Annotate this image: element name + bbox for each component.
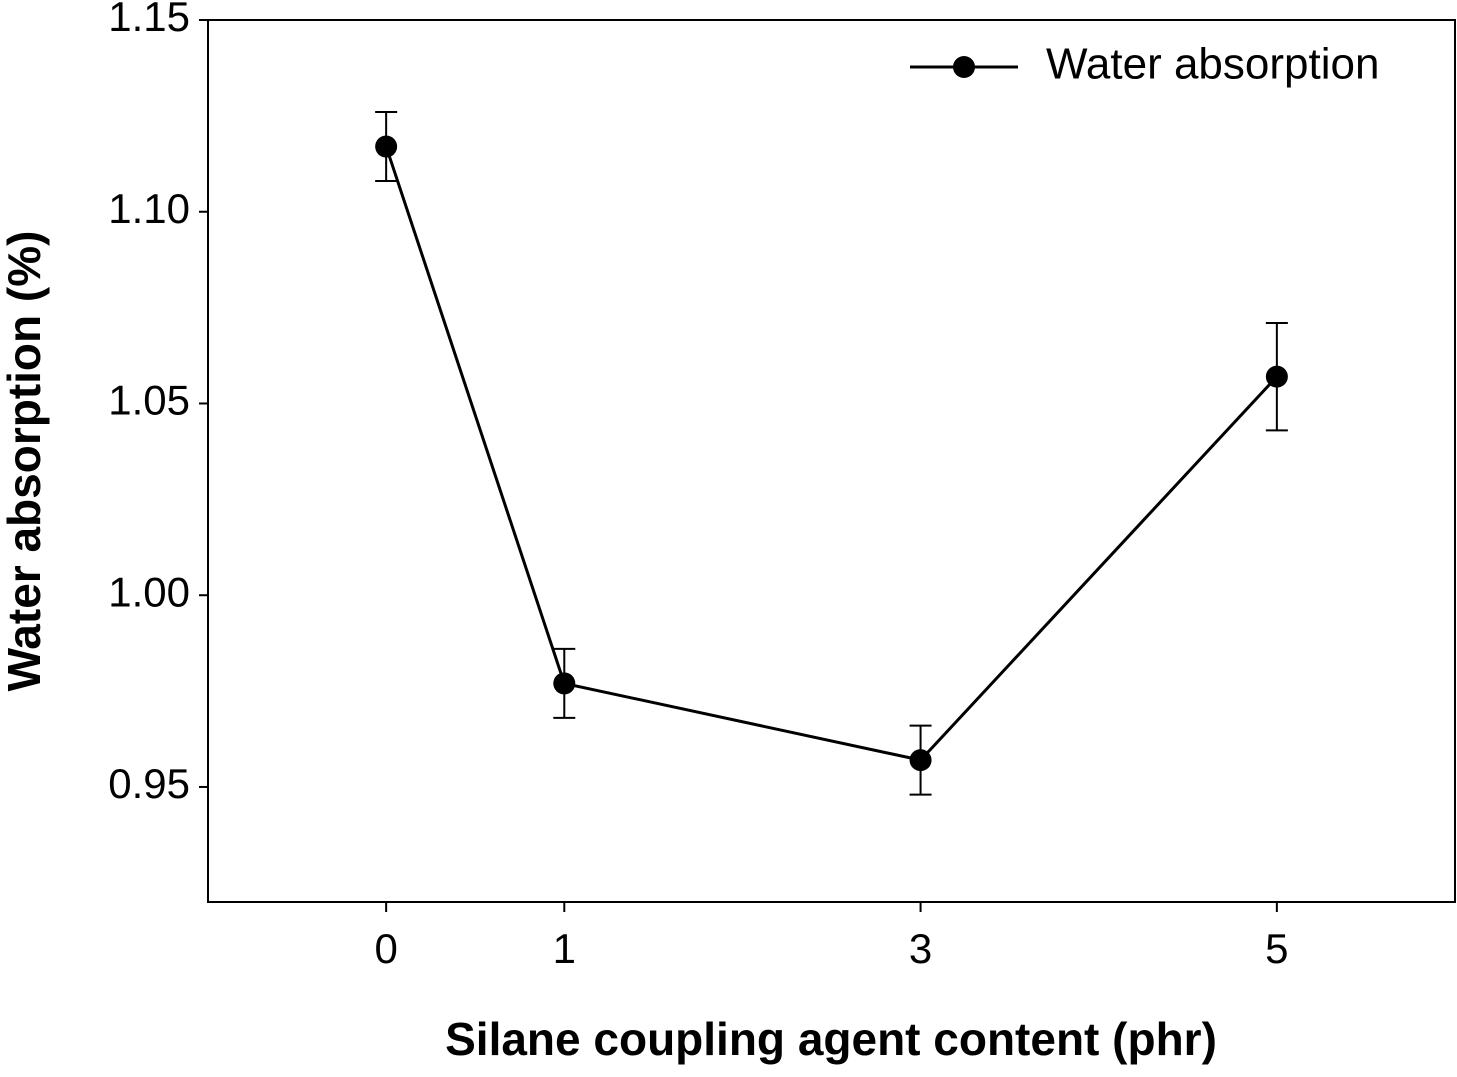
y-tick-label: 1.10 [108, 185, 190, 232]
y-tick-label: 1.15 [108, 0, 190, 40]
x-tick-label: 3 [909, 925, 932, 972]
y-tick-label: 1.00 [108, 568, 190, 615]
legend-marker [953, 56, 975, 78]
x-axis-label: Silane coupling agent content (phr) [445, 1013, 1217, 1065]
x-tick-label: 5 [1265, 925, 1288, 972]
y-tick-label: 0.95 [108, 760, 190, 807]
data-point [909, 749, 932, 772]
legend-label: Water absorption [1046, 40, 1379, 89]
y-tick-label: 1.05 [108, 377, 190, 424]
y-axis-label: Water absorption (%) [0, 231, 50, 692]
plot-frame [207, 19, 1456, 903]
series-line [384, 146, 1278, 762]
x-tick-label: 1 [553, 925, 576, 972]
data-point [1265, 365, 1288, 388]
data-point [375, 135, 398, 158]
data-point [553, 672, 576, 695]
x-tick-label: 0 [374, 925, 397, 972]
